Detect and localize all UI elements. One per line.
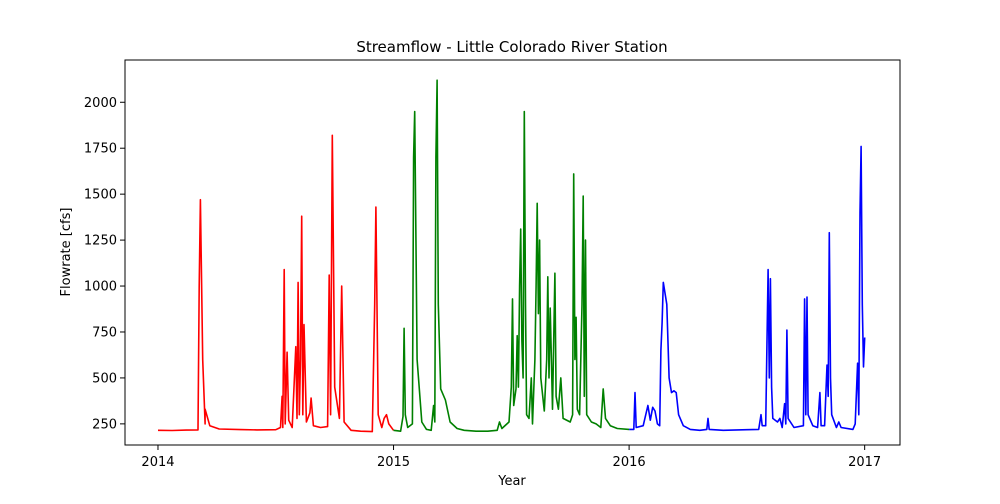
y-tick-label: 250 [92, 417, 117, 432]
x-tick-label: 2015 [377, 455, 410, 470]
y-tick-label: 1500 [84, 188, 117, 203]
series-line-1 [157, 134, 395, 433]
series-line-3 [629, 145, 866, 432]
y-axis-label: Flowrate [cfs] [59, 208, 74, 297]
x-tick-label: 2014 [141, 455, 174, 470]
x-axis: 2014 2015 2016 2017 [141, 445, 881, 470]
y-tick-label: 750 [92, 325, 117, 340]
y-tick-label: 2000 [84, 96, 117, 111]
series-line-2 [393, 79, 630, 433]
x-tick-label: 2016 [613, 455, 646, 470]
y-tick-label: 1000 [84, 280, 117, 295]
y-tick-label: 1250 [84, 234, 117, 249]
series-layer [157, 79, 866, 433]
x-tick-label: 2017 [848, 455, 881, 470]
y-axis: 250 500 750 1000 1250 1500 1750 2000 [84, 96, 125, 432]
y-tick-label: 500 [92, 371, 117, 386]
plot-frame [124, 59, 901, 446]
x-axis-label: Year [497, 474, 526, 489]
y-tick-label: 1750 [84, 142, 117, 157]
chart-title: Streamflow - Little Colorado River Stati… [356, 38, 667, 56]
